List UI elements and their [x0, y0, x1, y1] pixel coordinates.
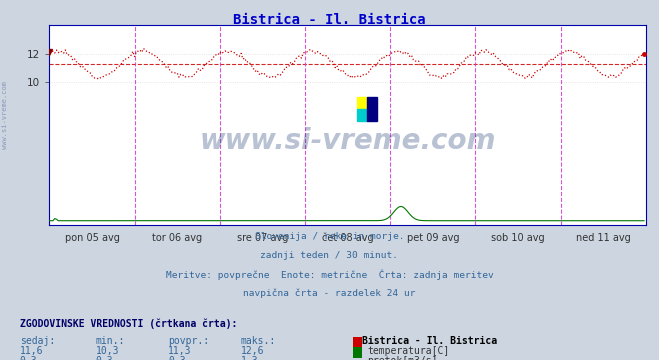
Text: temperatura[C]: temperatura[C]	[367, 346, 449, 356]
Text: 11,3: 11,3	[168, 346, 192, 356]
Text: povpr.:: povpr.:	[168, 336, 209, 346]
Text: ZGODOVINSKE VREDNOSTI (črtkana črta):: ZGODOVINSKE VREDNOSTI (črtkana črta):	[20, 319, 237, 329]
Text: min.:: min.:	[96, 336, 125, 346]
Bar	[357, 109, 367, 121]
Text: 11,6: 11,6	[20, 346, 43, 356]
Text: zadnji teden / 30 minut.: zadnji teden / 30 minut.	[260, 251, 399, 260]
Text: www.si-vreme.com: www.si-vreme.com	[200, 127, 496, 155]
Text: maks.:: maks.:	[241, 336, 275, 346]
Text: 0,3: 0,3	[168, 356, 186, 360]
Text: www.si-vreme.com: www.si-vreme.com	[2, 81, 9, 149]
Text: 10,3: 10,3	[96, 346, 119, 356]
Text: Meritve: povprečne  Enote: metrične  Črta: zadnja meritev: Meritve: povprečne Enote: metrične Črta:…	[165, 270, 494, 280]
Text: 0,3: 0,3	[20, 356, 38, 360]
Text: 12,6: 12,6	[241, 346, 264, 356]
Text: 1,3: 1,3	[241, 356, 258, 360]
Bar	[367, 97, 378, 121]
Text: Slovenija / reke in morje.: Slovenija / reke in morje.	[255, 232, 404, 241]
Text: 0,3: 0,3	[96, 356, 113, 360]
Text: navpična črta - razdelek 24 ur: navpična črta - razdelek 24 ur	[243, 288, 416, 298]
Text: Bistrica - Il. Bistrica: Bistrica - Il. Bistrica	[233, 13, 426, 27]
Text: Bistrica - Il. Bistrica: Bistrica - Il. Bistrica	[362, 336, 498, 346]
Bar	[357, 97, 367, 109]
Text: pretok[m3/s]: pretok[m3/s]	[367, 356, 438, 360]
Text: sedaj:: sedaj:	[20, 336, 55, 346]
